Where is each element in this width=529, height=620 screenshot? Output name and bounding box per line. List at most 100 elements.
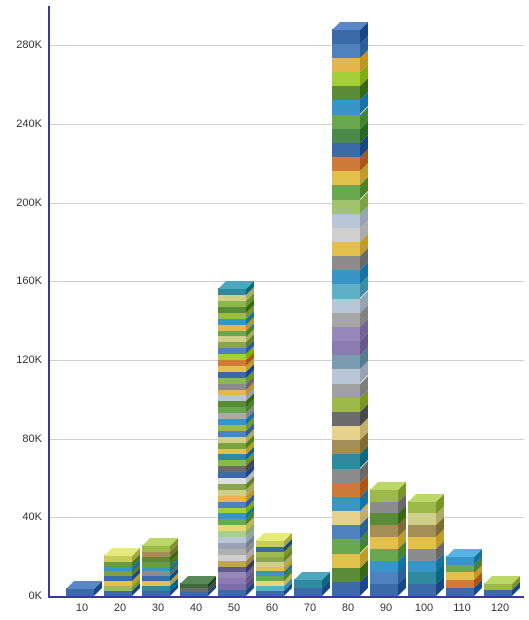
bar-segment [218, 406, 246, 413]
bar-segment [332, 227, 360, 242]
bar-segment [218, 294, 246, 301]
x-axis-labels: 102030405060708090100110120 [48, 598, 522, 618]
bar-segment [332, 510, 360, 525]
bar-segment [332, 524, 360, 539]
bar-segment [332, 368, 360, 383]
y-tick-label: 160K [0, 275, 42, 287]
x-tick-label: 30 [152, 602, 164, 614]
bar-segment [332, 213, 360, 228]
bar-segment [332, 397, 360, 412]
bar-segment [408, 501, 436, 514]
bar [66, 6, 94, 596]
y-tick-label: 200K [0, 197, 42, 209]
bar-segment [332, 340, 360, 355]
bar-segment [218, 394, 246, 401]
bar-segment [370, 548, 398, 561]
bar-segment [218, 560, 246, 567]
bar-segment [218, 400, 246, 407]
bar [332, 6, 360, 596]
bar [218, 6, 246, 596]
bar-segment [218, 347, 246, 354]
bar-segment [218, 554, 246, 561]
bar-segment [218, 512, 246, 519]
bar-segment [332, 496, 360, 511]
bar-segment [218, 430, 246, 437]
bar-segment [332, 538, 360, 553]
bar-segment [446, 579, 474, 588]
bar-segment [218, 448, 246, 455]
bar [408, 6, 436, 596]
bar-segment [218, 359, 246, 366]
bar-segment [332, 85, 360, 100]
bar-segment [332, 184, 360, 199]
x-tick-label: 10 [76, 602, 88, 614]
bar-segment [370, 512, 398, 525]
y-tick-label: 80K [0, 433, 42, 445]
bar-segment [218, 330, 246, 337]
bar-segment [218, 507, 246, 514]
bar-segment [218, 548, 246, 555]
bar-segment [332, 269, 360, 284]
bar-segment [218, 442, 246, 449]
bar-segment [218, 377, 246, 384]
bar-segment [218, 306, 246, 313]
bar-segment [332, 142, 360, 157]
bar-segment [332, 128, 360, 143]
x-tick-label: 60 [266, 602, 278, 614]
bar-segment [370, 489, 398, 502]
bar-segment [408, 536, 436, 549]
bar-segment [218, 353, 246, 360]
bar [446, 6, 474, 596]
bar-segment [218, 566, 246, 573]
bar-segment [218, 501, 246, 508]
bar-segment [370, 583, 398, 596]
bar-segment [66, 588, 94, 596]
bar-segment [370, 560, 398, 573]
bar-segment [408, 583, 436, 596]
bar-segment [218, 341, 246, 348]
bar-segment [218, 371, 246, 378]
bar-segment [218, 459, 246, 466]
y-tick-label: 240K [0, 118, 42, 130]
y-tick-label: 280K [0, 39, 42, 51]
bar-segment [218, 589, 246, 596]
x-tick-label: 50 [228, 602, 240, 614]
bar-segment [218, 518, 246, 525]
bar-segment [332, 99, 360, 114]
x-tick-label: 90 [380, 602, 392, 614]
bar-segment [332, 312, 360, 327]
bar [294, 6, 322, 596]
bar-segment [332, 283, 360, 298]
x-tick-label: 110 [453, 602, 471, 614]
bar-segment [294, 587, 322, 596]
bar-segment [218, 489, 246, 496]
bar [180, 6, 208, 596]
bar-segment [218, 288, 246, 295]
bar-segment [332, 241, 360, 256]
bar-segment [218, 577, 246, 584]
bar-segment [218, 495, 246, 502]
bar-segment [332, 298, 360, 313]
bar-segment [332, 57, 360, 72]
bar [142, 6, 170, 596]
bar-segment [218, 483, 246, 490]
bar-segment [218, 471, 246, 478]
bar-segment [484, 589, 512, 596]
bar-segment [332, 567, 360, 582]
bar-segment [332, 199, 360, 214]
bar-segment [218, 318, 246, 325]
bar-segment [218, 542, 246, 549]
x-tick-label: 100 [415, 602, 433, 614]
bar-segment [370, 501, 398, 514]
y-tick-label: 120K [0, 354, 42, 366]
bar-segment [218, 335, 246, 342]
bar-segment [332, 553, 360, 568]
bar [104, 6, 132, 596]
bar-segment [332, 383, 360, 398]
chart-container: 0K40K80K120K160K200K240K280K 10203040506… [0, 0, 529, 620]
bar-segment [218, 571, 246, 578]
bar-segment [332, 453, 360, 468]
bar-segment [332, 71, 360, 86]
plot-area [48, 6, 524, 598]
bar-segment [446, 564, 474, 573]
